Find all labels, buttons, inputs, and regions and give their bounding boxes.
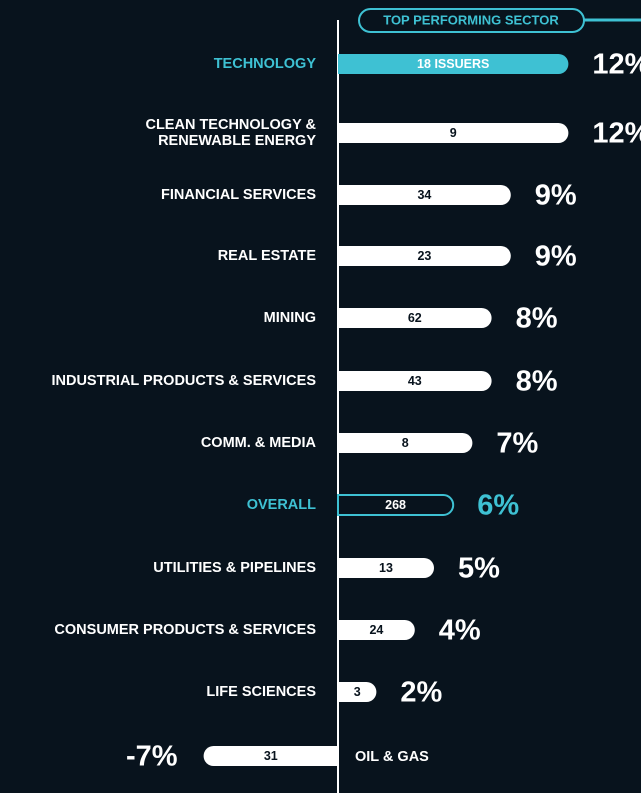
issuer-label: 13 <box>379 561 393 575</box>
bar <box>338 308 492 328</box>
annotation-box <box>358 8 585 33</box>
issuer-count: 9 <box>450 126 457 140</box>
issuer-count: 3 <box>354 685 361 699</box>
value-label: 2% <box>400 677 442 709</box>
category-label: CLEAN TECHNOLOGY & RENEWABLE ENERGY <box>145 117 316 149</box>
issuer-label: 9 <box>450 126 457 140</box>
issuer-count: 34 <box>417 188 431 202</box>
category-label: OVERALL <box>246 497 316 513</box>
bar <box>338 371 492 391</box>
annotation: TOP PERFORMING SECTOR <box>383 12 559 27</box>
bar <box>338 54 569 74</box>
issuer-label: 268 <box>385 498 406 512</box>
issuer-count: 43 <box>408 374 422 388</box>
issuer-label: 43 <box>408 374 422 388</box>
issuer-label: 18 ISSUERS <box>417 57 489 71</box>
bar <box>338 185 511 205</box>
issuer-label: 62 <box>408 311 422 325</box>
category-label: OIL & GAS <box>355 749 429 765</box>
value-label: 8% <box>516 366 558 398</box>
value-label: 5% <box>458 553 500 585</box>
bar <box>338 558 434 578</box>
bar <box>338 433 473 453</box>
value-label: 12% <box>592 118 641 150</box>
bar <box>337 494 455 516</box>
issuer-count: 8 <box>402 436 409 450</box>
value-label: 8% <box>516 303 558 335</box>
bar <box>338 123 569 143</box>
category-label: MINING <box>263 310 316 326</box>
value-label: 9% <box>535 180 577 212</box>
issuer-unit: ISSUERS <box>434 57 489 71</box>
issuer-label: 31 <box>264 749 278 763</box>
value-label: -7% <box>126 741 178 773</box>
issuer-label: 24 <box>369 623 383 637</box>
value-label: 7% <box>496 428 538 460</box>
category-label: REAL ESTATE <box>217 248 316 264</box>
issuer-count: 31 <box>264 749 278 763</box>
category-label: FINANCIAL SERVICES <box>161 187 316 203</box>
value-label: 9% <box>535 241 577 273</box>
bar <box>338 682 377 702</box>
category-label: CONSUMER PRODUCTS & SERVICES <box>54 622 316 638</box>
issuer-count: 24 <box>369 623 383 637</box>
issuer-label: 34 <box>417 188 431 202</box>
bar <box>338 620 415 640</box>
issuer-label: 3 <box>354 685 361 699</box>
category-label: LIFE SCIENCES <box>206 684 316 700</box>
category-label: COMM. & MEDIA <box>200 435 316 451</box>
issuer-count: 13 <box>379 561 393 575</box>
bar <box>203 746 338 766</box>
bar <box>338 246 511 266</box>
category-label: TECHNOLOGY <box>213 56 316 72</box>
issuer-label: 23 <box>417 249 431 263</box>
issuer-count: 23 <box>417 249 431 263</box>
issuer-count: 18 <box>417 57 431 71</box>
issuer-label: 8 <box>402 436 409 450</box>
value-label: 12% <box>592 49 641 81</box>
value-label: 4% <box>439 615 481 647</box>
issuer-count: 268 <box>385 498 406 512</box>
category-label: INDUSTRIAL PRODUCTS & SERVICES <box>51 373 316 389</box>
value-label: 6% <box>477 490 519 522</box>
category-label: UTILITIES & PIPELINES <box>153 560 316 576</box>
issuer-count: 62 <box>408 311 422 325</box>
